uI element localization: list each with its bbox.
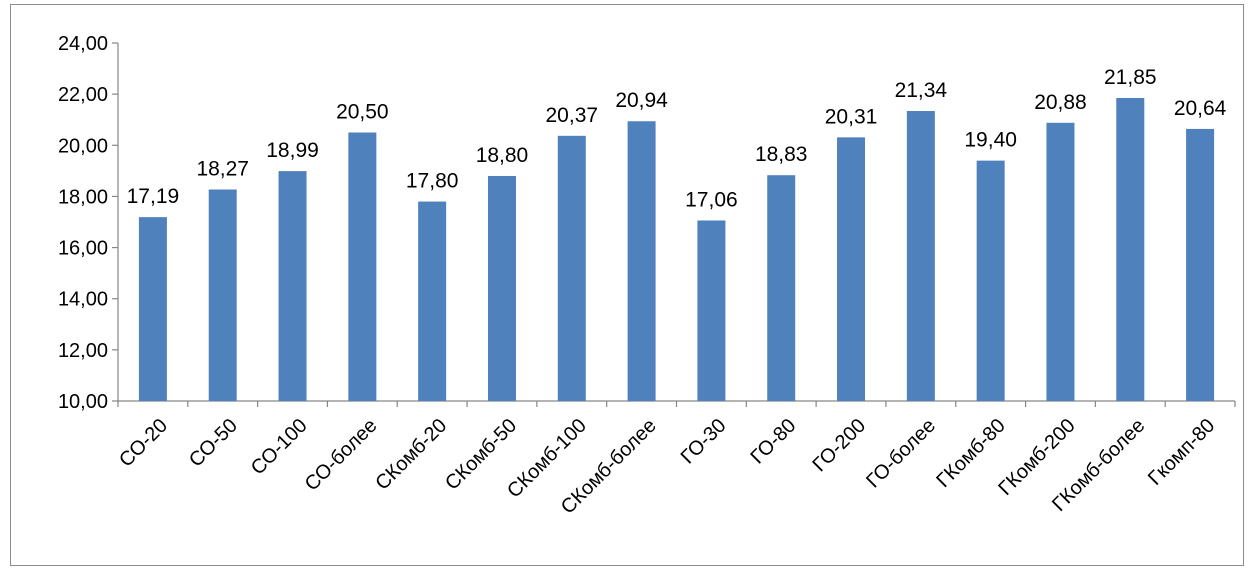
data-label: 18,27 [196,158,249,181]
category-label: СО-более [301,415,382,496]
data-label: 20,88 [1034,91,1087,114]
category-label: ГО-200 [808,415,870,477]
bar [487,175,516,401]
data-label: 20,37 [546,104,599,127]
bar [138,217,167,401]
data-label: 19,40 [964,129,1017,152]
category-label: ГО-80 [747,415,801,469]
y-tick-label: 14,00 [58,289,108,311]
bar [627,121,656,402]
data-label: 20,31 [825,105,878,128]
data-label: 17,19 [127,185,180,208]
bar [418,201,447,401]
bar [208,189,237,401]
category-label: СО-20 [115,415,172,472]
category-label: ГО-30 [677,415,731,469]
y-tick-label: 24,00 [58,33,108,55]
data-label: 21,34 [895,79,948,102]
category-label: СКомб-20 [371,415,451,495]
category-labels: СО-20 СО-50 СО-100СО-болееСКомб-20СКомб-50… [115,415,1219,519]
y-tick-label: 20,00 [58,135,108,157]
data-label: 20,94 [615,89,668,112]
y-tick-label: 12,00 [58,340,108,362]
bar [1116,97,1145,401]
bars [138,97,1215,402]
data-labels: 17,19 18,27 18,99 20,50 17,80 18,80 20,37 20,94… [127,66,1227,211]
bar [767,175,796,401]
data-label: 17,80 [406,170,459,193]
category-label: Гкомп-80 [1144,415,1219,490]
data-label: 20,50 [336,101,389,124]
y-tick-label: 22,00 [58,84,108,106]
data-label: 21,85 [1104,66,1157,89]
bar [1186,128,1215,402]
bar [348,132,377,401]
y-tick-label: 18,00 [58,186,108,208]
bar [697,220,726,401]
data-label: 20,64 [1174,97,1227,120]
category-label: ГО-более [862,415,940,493]
bar [1046,122,1075,401]
bar [906,111,935,402]
data-label: 18,83 [755,143,808,166]
bar [837,137,866,401]
category-label: СО-50 [185,415,242,472]
bar [557,135,586,401]
bar [976,160,1005,401]
data-label: 17,06 [685,188,738,211]
data-label: 18,99 [266,139,319,162]
bar [278,171,307,401]
y-tick-label: 10,00 [58,391,108,413]
data-label: 18,80 [476,144,529,167]
category-label: СО-100 [247,415,312,480]
y-tick-label: 16,00 [58,238,108,260]
